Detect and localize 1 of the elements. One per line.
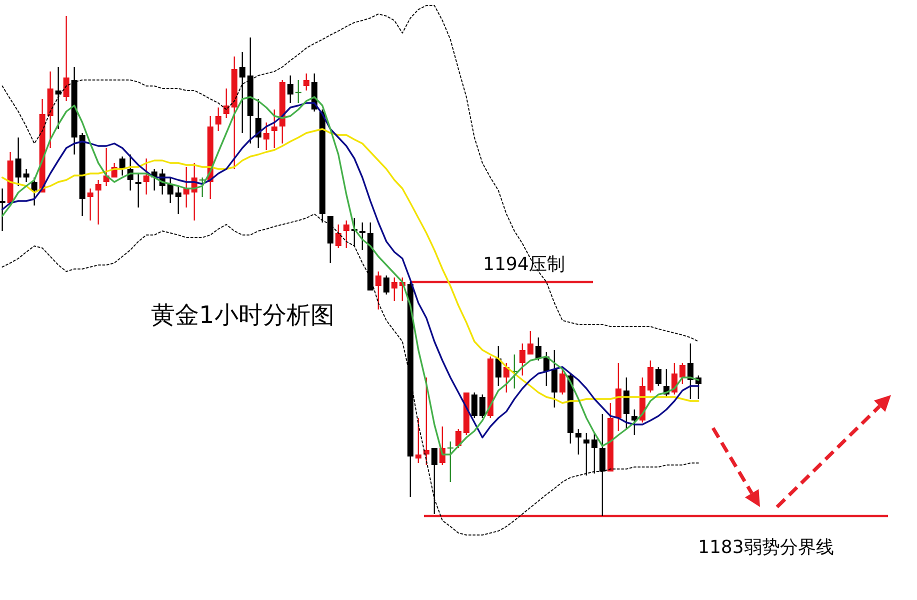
title: 黄金1小时分析图 bbox=[151, 301, 334, 329]
